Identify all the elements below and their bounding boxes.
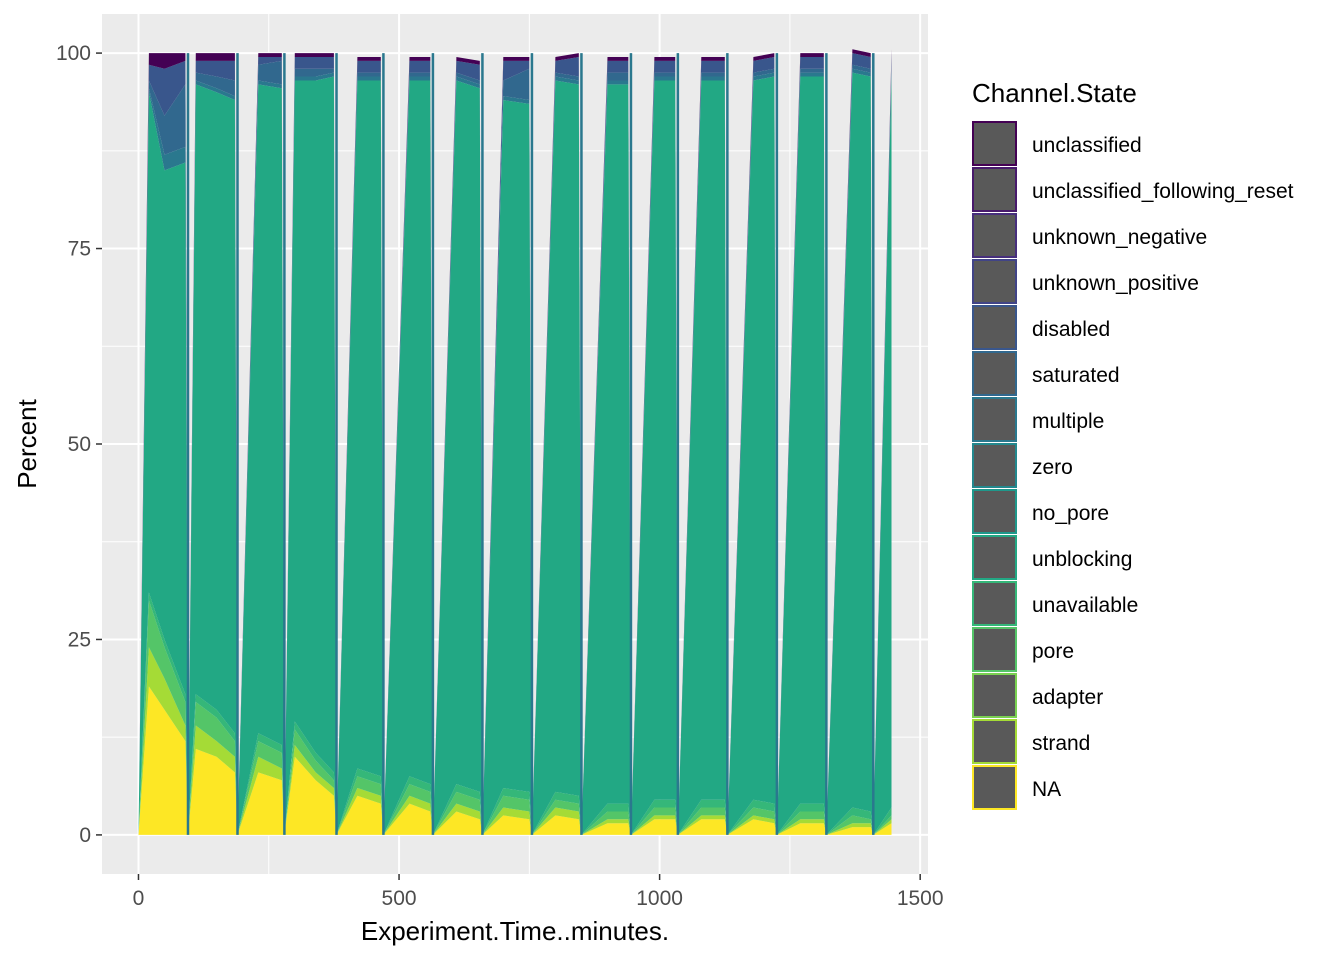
legend-key-pore — [972, 627, 1017, 672]
legend-key-NA — [972, 765, 1017, 810]
legend-key-unknown_positive — [972, 259, 1017, 304]
legend-label: strand — [1032, 732, 1090, 755]
legend-key-unclassified_following_reset — [972, 167, 1017, 212]
legend-label: multiple — [1032, 410, 1104, 433]
y-tick-label: 75 — [68, 238, 91, 261]
x-axis-title: Experiment.Time..minutes. — [361, 916, 669, 946]
legend-key-unknown_negative — [972, 213, 1017, 258]
y-tick-label: 0 — [79, 824, 91, 847]
y-axis-ticks: 0 25 50 75 100 — [56, 42, 102, 847]
y-tick-label: 25 — [68, 628, 91, 651]
legend-label: unknown_negative — [1032, 226, 1207, 249]
x-tick-label: 1500 — [897, 887, 944, 910]
legend-key-adapter — [972, 673, 1017, 718]
legend-label: unblocking — [1032, 548, 1132, 571]
legend-label: unclassified_following_reset — [1032, 180, 1294, 203]
legend-label: pore — [1032, 640, 1074, 663]
x-tick-label: 0 — [133, 887, 145, 910]
legend-key-unblocking — [972, 535, 1017, 580]
legend: unclassified unclassified_following_reset… — [972, 121, 1294, 810]
area-pore — [138, 600, 892, 835]
legend-label: NA — [1032, 778, 1061, 801]
area-adapter — [138, 647, 892, 835]
legend-key-zero — [972, 443, 1017, 488]
legend-key-no_pore — [972, 489, 1017, 534]
legend-label: unavailable — [1032, 594, 1138, 617]
restart-gap-lines — [186, 53, 875, 835]
area-strand — [138, 686, 892, 835]
legend-key-saturated — [972, 351, 1017, 396]
x-tick-label: 1000 — [636, 887, 683, 910]
legend-key-strand — [972, 719, 1017, 764]
y-tick-label: 50 — [68, 433, 91, 456]
y-tick-label: 100 — [56, 42, 91, 65]
legend-label: disabled — [1032, 318, 1110, 341]
legend-label: no_pore — [1032, 502, 1109, 525]
legend-label: unknown_positive — [1032, 272, 1199, 295]
area-unavailable — [138, 592, 892, 835]
x-tick-label: 500 — [382, 887, 417, 910]
legend-label: zero — [1032, 456, 1073, 479]
legend-label: adapter — [1032, 686, 1103, 709]
legend-key-unclassified — [972, 121, 1017, 166]
legend-label: unclassified — [1032, 134, 1142, 157]
legend-key-unavailable — [972, 581, 1017, 626]
area-no_pore — [138, 72, 892, 835]
legend-key-disabled — [972, 305, 1017, 350]
y-axis-title: Percent — [12, 398, 42, 488]
legend-label: saturated — [1032, 364, 1120, 387]
x-axis-ticks: 0 500 1000 1500 — [133, 874, 944, 910]
legend-key-multiple — [972, 397, 1017, 442]
stacked-areas — [138, 49, 892, 835]
legend-title: Channel.State — [972, 78, 1137, 108]
